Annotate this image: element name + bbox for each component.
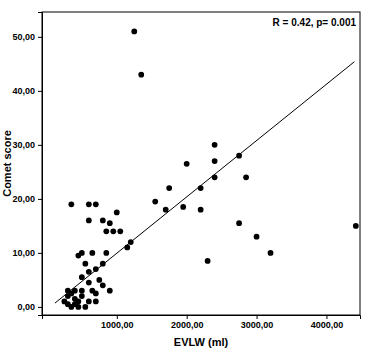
point bbox=[100, 282, 106, 288]
x-tick: 3000,00 bbox=[241, 315, 274, 330]
point bbox=[79, 274, 85, 280]
y-tick-label: 40,00 bbox=[12, 86, 35, 96]
y-tick-label: 20,00 bbox=[12, 194, 35, 204]
point bbox=[205, 258, 211, 264]
point bbox=[107, 220, 113, 226]
point bbox=[353, 223, 359, 229]
y-tick: 50,00 bbox=[12, 32, 42, 42]
y-tick: 10,00 bbox=[12, 248, 42, 258]
point bbox=[103, 228, 109, 234]
x-tick-mark bbox=[187, 315, 188, 319]
point bbox=[72, 296, 78, 302]
point bbox=[93, 266, 99, 272]
y-tick-mark bbox=[38, 145, 42, 146]
point bbox=[86, 201, 92, 207]
point bbox=[82, 261, 88, 267]
point bbox=[86, 218, 92, 224]
y-tick: 30,00 bbox=[12, 140, 42, 150]
point bbox=[89, 250, 95, 256]
x-tick-label: 2000,00 bbox=[171, 320, 204, 330]
y-axis-title: Comet score bbox=[1, 130, 13, 197]
x-tick-label: 4000,00 bbox=[311, 320, 344, 330]
point bbox=[212, 158, 218, 164]
point bbox=[79, 293, 85, 299]
point bbox=[184, 161, 190, 167]
point bbox=[236, 220, 242, 226]
y-tick: 40,00 bbox=[12, 86, 42, 96]
y-axis: 0,00 10,00 20,00 30,00 40,00 50,00 bbox=[12, 13, 42, 316]
chart: 1000,00 2000,00 3000,00 4000,00 0,00 10,00 20,… bbox=[0, 0, 372, 352]
plot-area bbox=[55, 29, 359, 310]
point bbox=[93, 201, 99, 207]
point bbox=[198, 185, 204, 191]
point bbox=[100, 261, 106, 267]
point bbox=[236, 153, 242, 159]
y-tick-mark bbox=[38, 199, 42, 200]
point bbox=[107, 288, 113, 294]
point bbox=[75, 304, 81, 310]
point bbox=[212, 142, 218, 148]
point bbox=[166, 185, 172, 191]
point bbox=[243, 174, 249, 180]
point bbox=[212, 174, 218, 180]
y-axis-line bbox=[38, 13, 43, 316]
point bbox=[117, 228, 123, 234]
y-tick-mark bbox=[38, 91, 42, 92]
point bbox=[75, 253, 81, 259]
point bbox=[82, 304, 88, 310]
x-tick-label: 3000,00 bbox=[241, 320, 274, 330]
plot-frame bbox=[42, 12, 360, 315]
point bbox=[86, 269, 92, 275]
point bbox=[128, 239, 134, 245]
point bbox=[124, 245, 130, 251]
fit-line bbox=[55, 62, 354, 303]
y-tick-label: 50,00 bbox=[12, 32, 35, 42]
x-tick-mark bbox=[257, 315, 258, 319]
x-tick: 4000,00 bbox=[311, 315, 344, 330]
point bbox=[68, 201, 74, 207]
point bbox=[93, 299, 99, 305]
y-tick: 0,00 bbox=[17, 302, 42, 312]
annotation: R = 0.42, p= 0.001 bbox=[273, 17, 357, 28]
x-tick-mark bbox=[326, 315, 327, 319]
x-axis: 1000,00 2000,00 3000,00 4000,00 bbox=[43, 315, 361, 330]
y-tick-label: 10,00 bbox=[12, 248, 35, 258]
y-tick-mark bbox=[38, 307, 42, 308]
x-axis-line bbox=[43, 316, 361, 320]
point bbox=[138, 72, 144, 78]
point bbox=[100, 218, 106, 224]
point bbox=[68, 304, 74, 310]
y-tick-label: 30,00 bbox=[12, 140, 35, 150]
y-tick-label: 0,00 bbox=[17, 302, 35, 312]
point bbox=[163, 207, 169, 213]
x-tick-mark bbox=[117, 315, 118, 319]
y-tick: 20,00 bbox=[12, 194, 42, 204]
x-tick: 2000,00 bbox=[171, 315, 204, 330]
x-tick-label: 1000,00 bbox=[101, 320, 134, 330]
point bbox=[89, 288, 95, 294]
point bbox=[96, 277, 102, 283]
point bbox=[79, 288, 85, 294]
point bbox=[268, 250, 274, 256]
point bbox=[103, 250, 109, 256]
point bbox=[65, 288, 71, 294]
point bbox=[114, 210, 120, 216]
point bbox=[198, 207, 204, 213]
y-tick-mark bbox=[38, 253, 42, 254]
x-tick: 1000,00 bbox=[101, 315, 134, 330]
point bbox=[152, 199, 158, 205]
y-tick-mark bbox=[38, 37, 42, 38]
point bbox=[131, 29, 137, 35]
point bbox=[86, 280, 92, 286]
point bbox=[86, 299, 92, 305]
point bbox=[110, 228, 116, 234]
point bbox=[180, 204, 186, 210]
point bbox=[65, 293, 71, 299]
point bbox=[254, 234, 260, 240]
x-axis-title: EVLW (ml) bbox=[174, 336, 229, 348]
